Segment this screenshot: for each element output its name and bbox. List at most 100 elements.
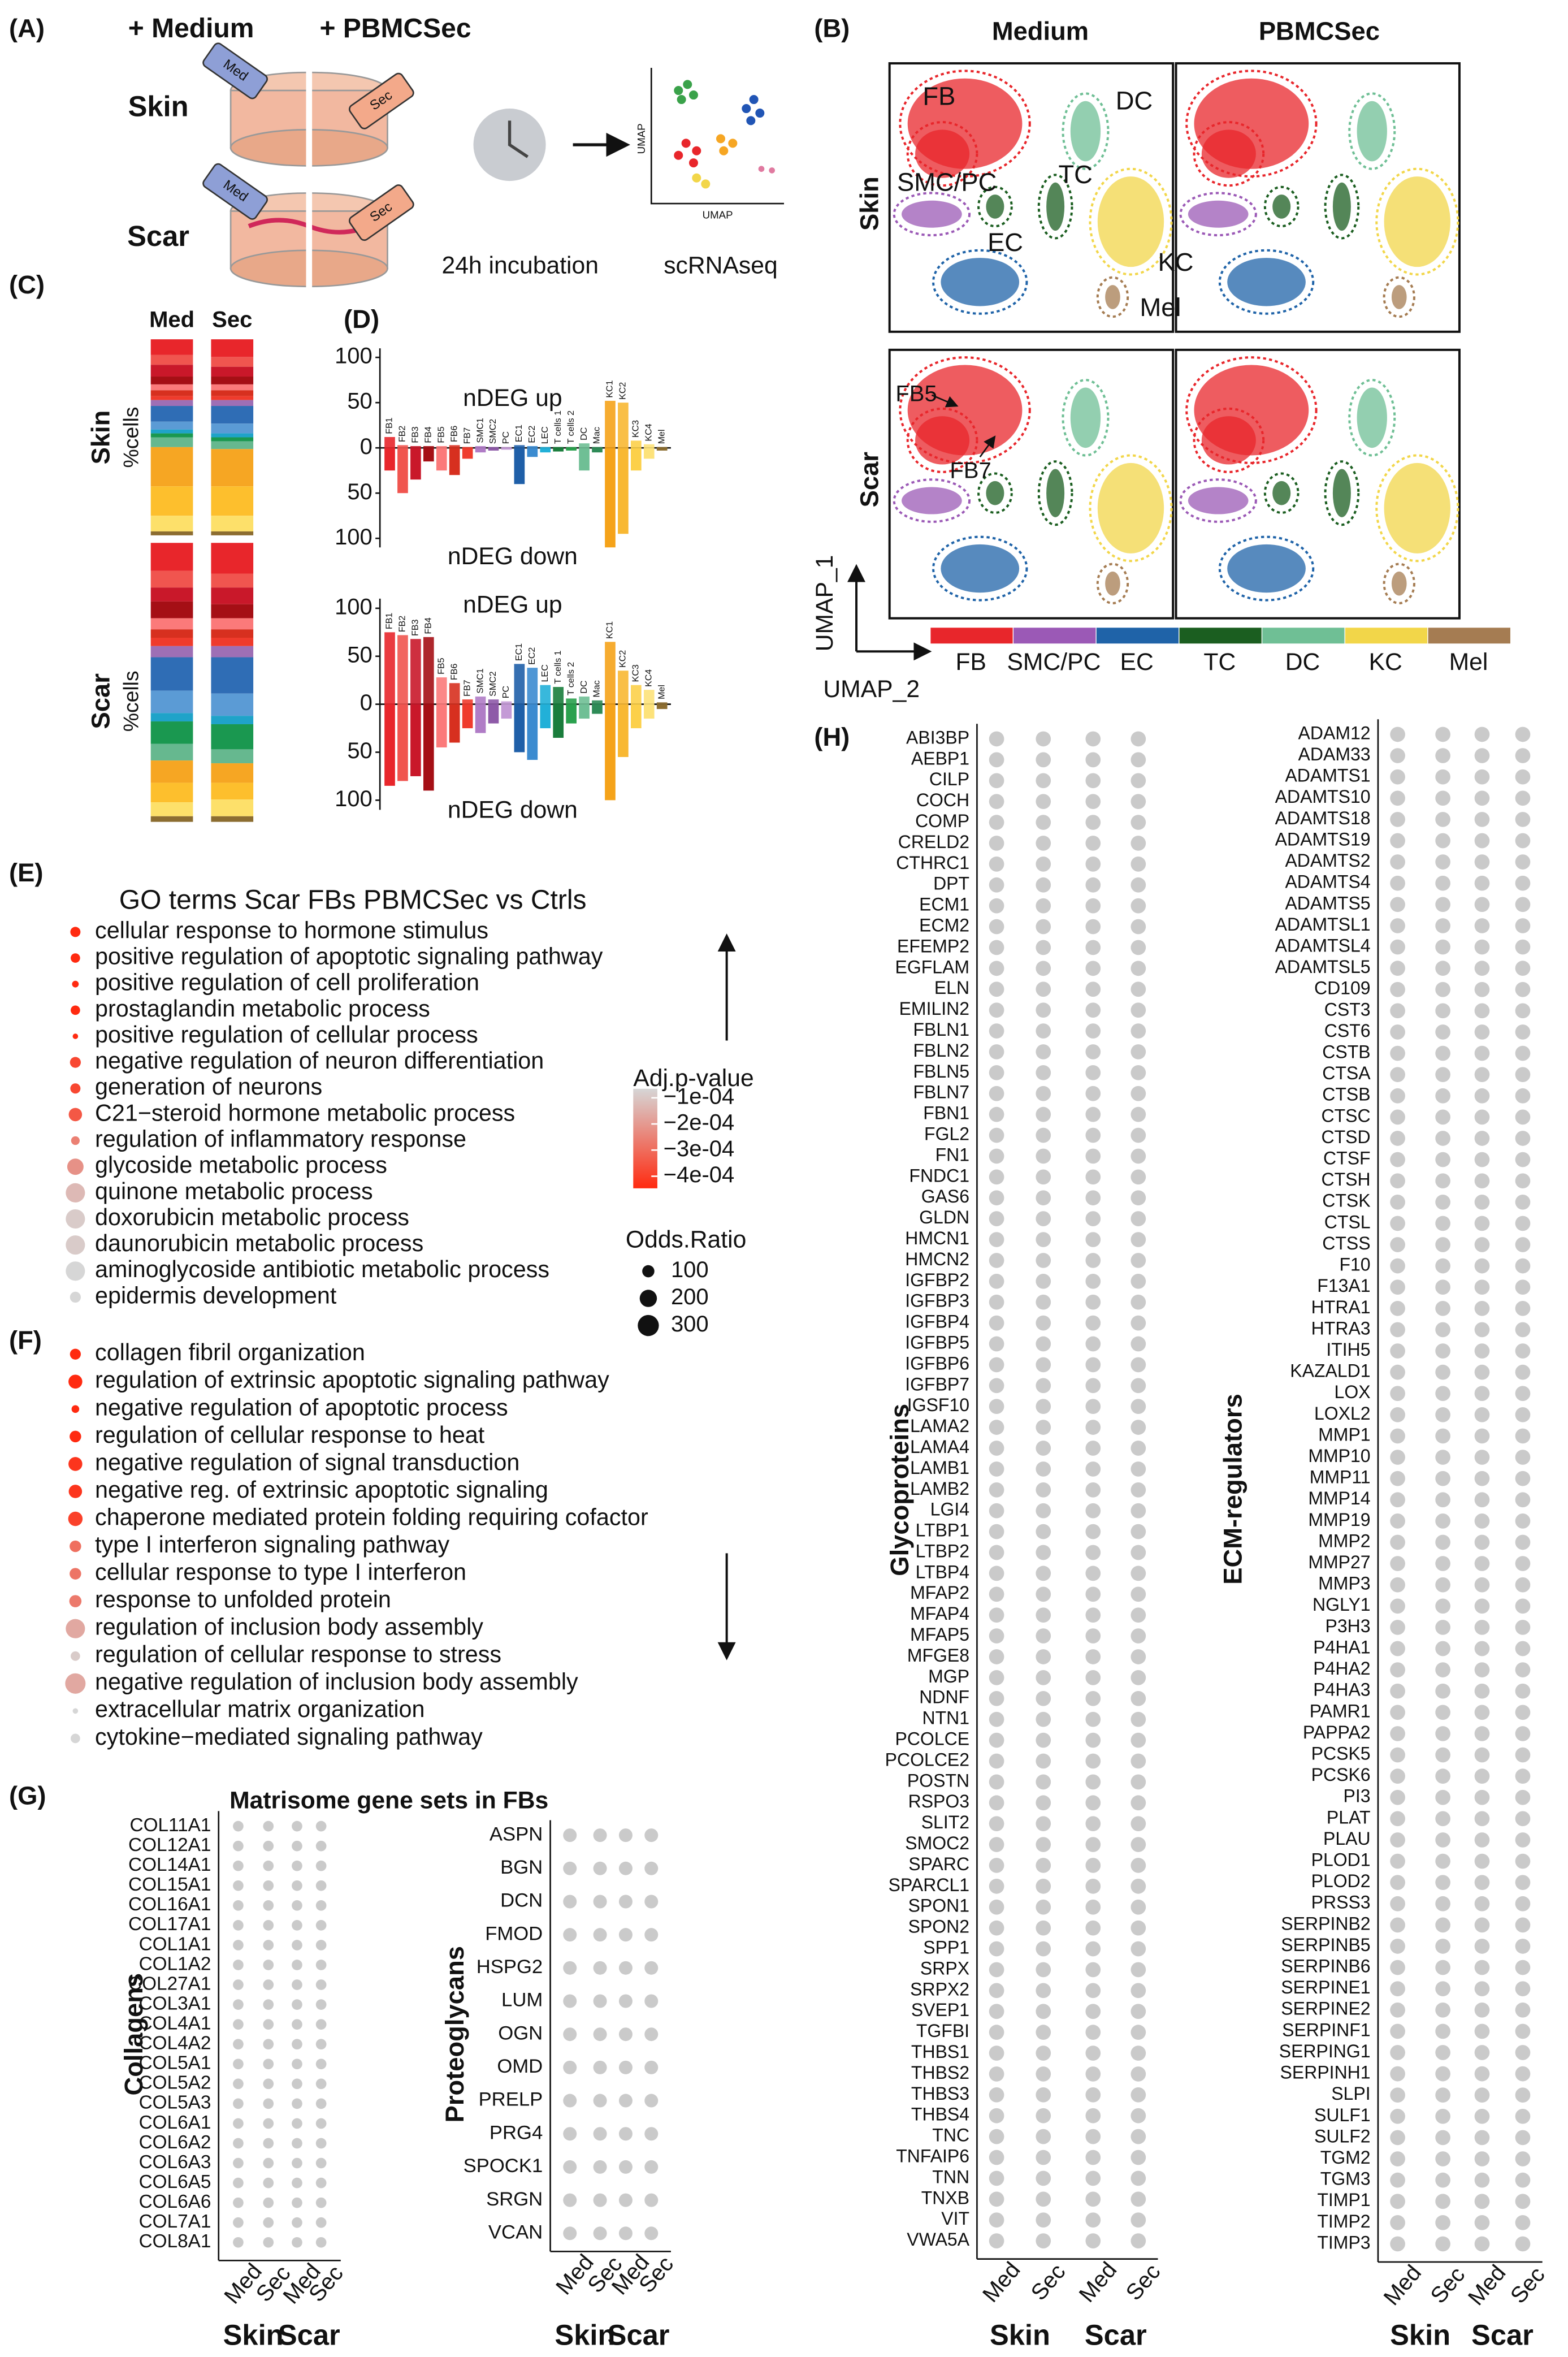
dot [989,1941,1004,1957]
gene-label: ADAMTSL1 [1275,914,1371,935]
dot [315,2078,327,2090]
dot [1474,1641,1490,1657]
bar-label: T cells 2 [566,662,576,695]
heading: + PBMCSec [319,14,471,44]
go-term: regulation of inflammatory response [95,1126,466,1152]
condition-label: Sec [1121,2259,1166,2305]
bar-label: FB5 [436,426,446,443]
stack-segment [150,400,193,406]
dot [263,2197,274,2208]
dot [1474,1683,1490,1699]
dot [989,1294,1004,1310]
dot [1435,1662,1450,1677]
series-label: nDEG down [448,543,578,570]
stack-segment [150,782,193,803]
gene-label: COL4A1 [139,2013,211,2034]
term-dot [70,1291,81,1303]
gene-label: FNDC1 [909,1165,969,1186]
dot [1130,1503,1146,1519]
dot [1435,2108,1450,2124]
dot [618,2127,633,2141]
dot [1435,1343,1450,1359]
bar-label: LEC [540,426,550,444]
condition-label: Med [978,2257,1025,2307]
bar [566,447,577,448]
dot [1435,1386,1450,1402]
dot [263,1840,274,1852]
dot [1390,875,1405,891]
cluster-label: EC [987,228,1023,257]
dot [989,1837,1004,1852]
dot [563,2226,577,2241]
cluster-outline [1263,185,1300,228]
dot [1515,2045,1531,2060]
dot [989,1315,1004,1331]
gene-label: FBLN5 [913,1061,969,1082]
dot [1435,1981,1450,1997]
dot [1130,731,1146,747]
dot [1515,1981,1531,1997]
gene-label: IGFBP4 [905,1312,969,1332]
dot [1474,1045,1490,1061]
dot [263,1999,274,2010]
dot [1085,1482,1101,1498]
dot [233,2078,244,2090]
dot [644,1828,659,1843]
go-term: chaperone mediated protein folding requi… [95,1504,648,1530]
column-label: Med [149,308,194,332]
colorbar-label: −4e-04 [664,1162,735,1187]
bar-label: PC [501,431,511,444]
dot [1085,919,1101,935]
dot [593,1828,607,1843]
tissue-label: Skin [223,2319,284,2351]
bar [592,704,603,714]
dot [1085,877,1101,893]
cluster-outline [1348,379,1396,457]
dot [989,752,1004,768]
cluster-outline [1062,92,1110,170]
gene-label: CTSL [1324,1212,1371,1232]
dot [1130,1253,1146,1268]
stack-segment [211,449,254,487]
term-dot [70,1540,81,1552]
dot [1085,836,1101,851]
dot [644,1928,659,1942]
stack-segment [211,638,254,646]
dot [989,1461,1004,1477]
bar [501,701,512,704]
gene-label: COL7A1 [139,2211,211,2232]
gene-label: PCSK6 [1311,1764,1371,1785]
dot [644,2160,659,2174]
stack-segment [211,629,254,638]
dot [1515,2087,1531,2103]
dot [1036,794,1051,810]
dot [1390,1237,1405,1252]
dot [1130,815,1146,830]
bar-label: SMC2 [488,671,498,697]
go-term: daunorubicin metabolic process [95,1230,423,1256]
dot [1390,1811,1405,1827]
dot [1435,1939,1450,1954]
gene-label: COL5A3 [139,2092,211,2113]
cluster [1188,200,1249,228]
dot [1036,1315,1051,1331]
dot [1130,2170,1146,2186]
bar [410,704,421,776]
dot [1390,769,1405,785]
dot [1036,2191,1051,2207]
dot [989,2212,1004,2228]
dot [593,2160,607,2174]
gene-label: PLOD1 [1311,1850,1371,1870]
bar-label: KC2 [618,650,628,668]
dot [1515,981,1531,997]
dot [1130,1983,1146,1999]
bar-label: FB2 [398,426,408,442]
gene-label: ABI3BP [906,727,969,747]
bar [527,668,538,704]
dot [563,2127,577,2141]
dot [1085,1670,1101,1685]
gene-label: FGL2 [924,1123,969,1144]
dot [1435,1216,1450,1231]
dot [315,2138,327,2149]
dot [263,1940,274,1951]
